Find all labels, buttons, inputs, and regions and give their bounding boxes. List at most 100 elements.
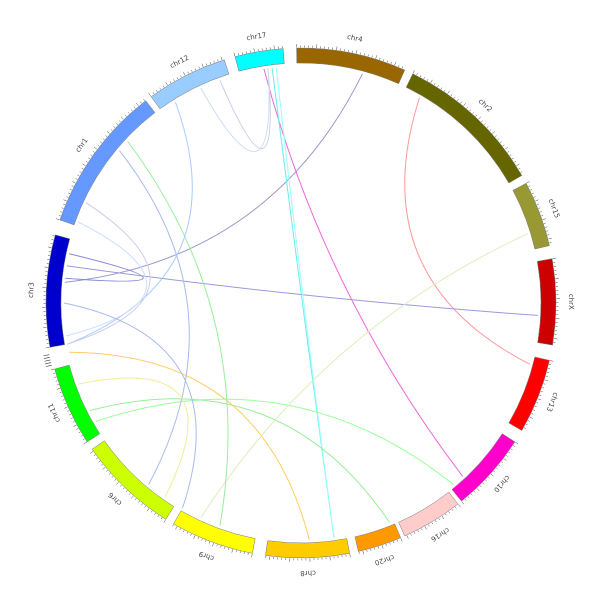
chromosome-label: chr1 — [74, 137, 90, 154]
band-tick — [514, 161, 517, 163]
band-tick — [127, 112, 130, 114]
band-tick — [59, 391, 62, 393]
band-tick — [96, 457, 98, 460]
chromosome-label: chr10 — [492, 474, 511, 494]
band-tick — [440, 87, 443, 90]
band-tick — [162, 85, 165, 88]
band-tick — [82, 438, 85, 441]
band-tick — [102, 467, 106, 470]
band-tick — [433, 83, 436, 86]
band-tick — [78, 431, 81, 434]
band-tick — [60, 211, 63, 213]
band-tick — [543, 383, 546, 385]
band-tick — [494, 135, 497, 137]
band-tick — [531, 413, 534, 415]
band-tick — [437, 85, 439, 88]
band-tick — [516, 163, 520, 166]
chromosome-label: chr11 — [47, 402, 62, 424]
band-tick — [116, 123, 119, 126]
band-tick — [231, 549, 233, 553]
band-tick — [81, 167, 84, 170]
band-tick — [426, 78, 429, 81]
band-tick — [540, 390, 543, 393]
band-tick — [438, 518, 440, 521]
band-tick — [371, 55, 373, 58]
band-tick — [507, 151, 510, 153]
band-tick — [48, 246, 52, 248]
chromosome-label: chr17 — [246, 31, 267, 42]
band-tick — [197, 537, 199, 540]
band-tick — [430, 79, 433, 83]
band-tick — [64, 403, 67, 405]
band-tick — [154, 512, 156, 515]
band-tick — [398, 64, 400, 67]
band-tick — [510, 448, 513, 451]
band-tick — [130, 495, 134, 499]
band-tick — [542, 218, 546, 221]
band-tick — [450, 94, 453, 97]
band-tick — [552, 257, 557, 259]
band-tick — [533, 196, 536, 198]
band-tick — [523, 427, 526, 429]
band-tick — [495, 467, 498, 470]
band-tick — [130, 109, 133, 112]
band-tick — [224, 546, 226, 549]
band-tick — [146, 508, 150, 512]
band-tick — [515, 441, 519, 445]
band-tick — [390, 61, 392, 64]
band-tick — [187, 71, 189, 74]
band-tick — [526, 181, 530, 184]
band-tick — [531, 192, 534, 195]
link — [219, 68, 271, 150]
band-tick — [378, 546, 380, 549]
chromosome-label: chr3 — [27, 282, 36, 298]
chromosome-band — [54, 364, 101, 443]
band-tick — [212, 543, 214, 547]
band-tick — [80, 435, 83, 437]
link — [69, 351, 310, 540]
band-tick — [489, 129, 492, 131]
band-tick — [453, 96, 456, 99]
band-tick — [482, 482, 485, 485]
band-tick — [172, 524, 174, 527]
band-tick — [518, 167, 521, 170]
band-tick — [549, 360, 554, 362]
link — [119, 150, 190, 485]
band-tick — [205, 63, 208, 66]
band-tick — [486, 126, 489, 128]
band-tick — [52, 235, 55, 237]
band-tick — [481, 120, 483, 123]
band-tick — [503, 458, 507, 461]
band-tick — [70, 417, 73, 419]
band-tick — [535, 199, 539, 202]
band-tick — [94, 146, 98, 150]
band-tick — [64, 406, 68, 409]
link — [63, 302, 197, 509]
band-tick — [173, 79, 175, 82]
band-tick — [165, 82, 168, 86]
band-tick — [228, 548, 230, 551]
small-chromosome-tick — [45, 364, 52, 367]
band-tick — [97, 144, 100, 147]
band-tick — [504, 146, 508, 150]
band-tick — [441, 515, 445, 520]
band-tick — [191, 69, 193, 72]
band-tick — [90, 154, 93, 156]
band-tick — [533, 409, 536, 411]
chromosome-band — [537, 258, 557, 346]
band-tick — [412, 70, 415, 74]
band-tick — [406, 535, 409, 539]
band-tick — [209, 62, 211, 65]
band-tick — [501, 461, 503, 464]
band-tick — [530, 189, 533, 191]
band-tick — [157, 515, 160, 518]
band-tick — [183, 72, 186, 76]
chromosome-band — [91, 440, 175, 520]
small-chromosome-tick — [43, 354, 50, 357]
band-tick — [413, 531, 416, 534]
band-tick — [458, 504, 461, 508]
band-tick — [543, 222, 546, 224]
band-tick — [485, 479, 488, 482]
